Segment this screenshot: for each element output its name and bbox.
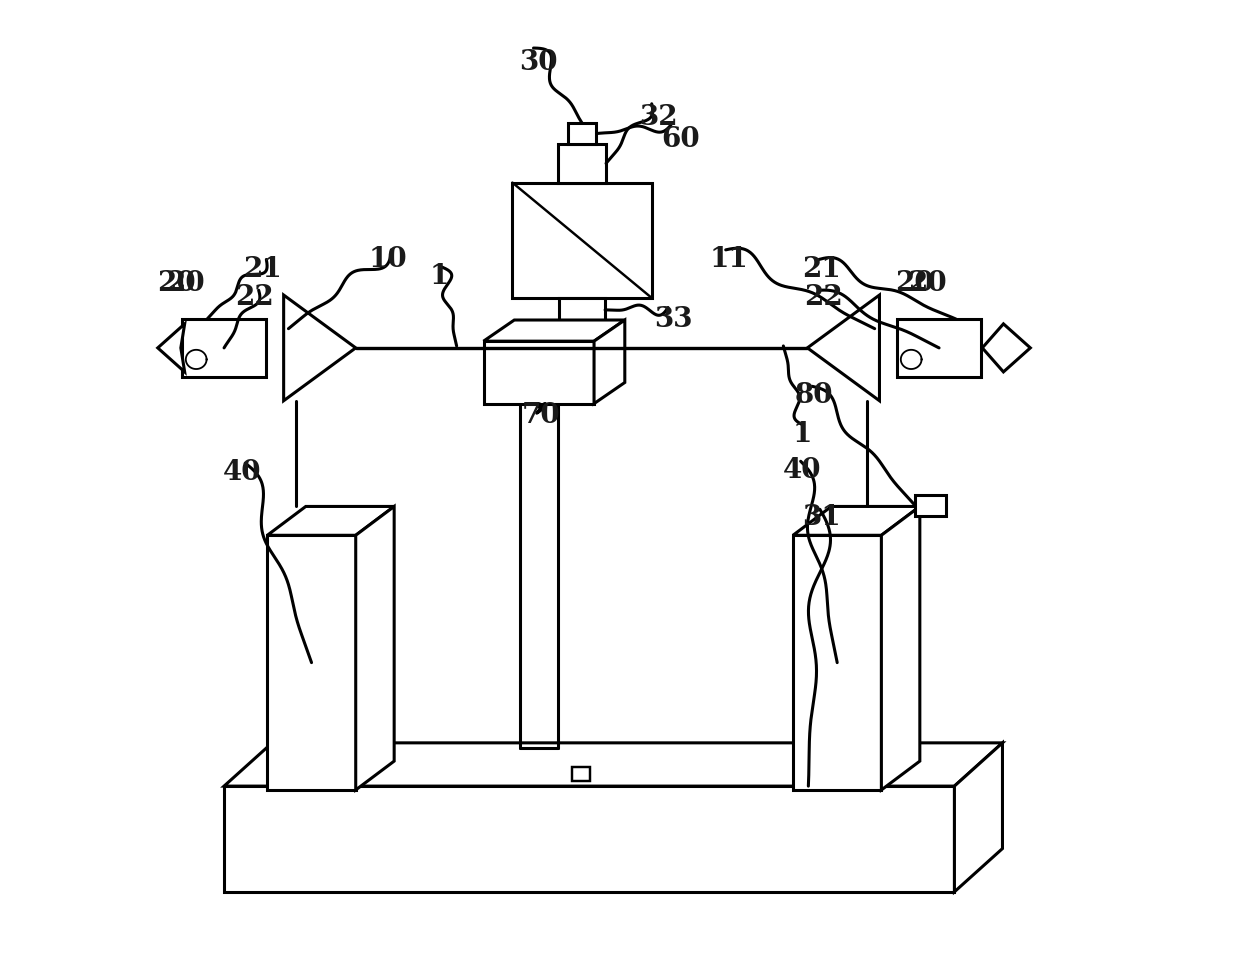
- Text: 20: 20: [895, 270, 934, 297]
- Text: 11: 11: [709, 246, 748, 273]
- Text: 21: 21: [802, 256, 841, 283]
- Text: 40: 40: [223, 459, 262, 486]
- Text: 80: 80: [795, 382, 833, 409]
- Polygon shape: [157, 324, 185, 372]
- Bar: [568, 123, 596, 144]
- Bar: [794, 535, 882, 790]
- Bar: [568, 322, 596, 339]
- Bar: [558, 144, 606, 183]
- Text: 70: 70: [522, 402, 560, 429]
- Text: 30: 30: [520, 49, 558, 76]
- Bar: [915, 495, 946, 516]
- Polygon shape: [484, 320, 625, 341]
- Bar: [559, 298, 605, 322]
- Text: 22: 22: [236, 284, 274, 311]
- Bar: [268, 535, 356, 790]
- Text: 20: 20: [166, 270, 205, 297]
- Text: 20: 20: [908, 270, 947, 297]
- Bar: [573, 767, 590, 781]
- Text: 10: 10: [368, 246, 407, 273]
- Bar: [484, 341, 594, 404]
- Text: 60: 60: [661, 126, 699, 153]
- Polygon shape: [284, 295, 356, 401]
- Text: 1: 1: [792, 421, 812, 448]
- Polygon shape: [807, 295, 879, 401]
- Text: 40: 40: [784, 457, 822, 484]
- Bar: [512, 183, 652, 298]
- Text: 20: 20: [156, 270, 196, 297]
- Polygon shape: [594, 320, 625, 404]
- Polygon shape: [982, 324, 1030, 372]
- Polygon shape: [794, 506, 920, 535]
- Text: 22: 22: [805, 284, 843, 311]
- Polygon shape: [268, 506, 394, 535]
- Text: 1: 1: [429, 263, 449, 290]
- Text: 31: 31: [802, 504, 841, 530]
- Polygon shape: [882, 506, 920, 790]
- Text: 33: 33: [655, 306, 693, 333]
- Bar: [897, 319, 981, 377]
- Bar: [182, 319, 267, 377]
- Polygon shape: [356, 506, 394, 790]
- Text: 32: 32: [639, 104, 678, 131]
- Text: 21: 21: [243, 256, 281, 283]
- Bar: [224, 786, 955, 892]
- Polygon shape: [955, 743, 1002, 892]
- Polygon shape: [224, 743, 1002, 786]
